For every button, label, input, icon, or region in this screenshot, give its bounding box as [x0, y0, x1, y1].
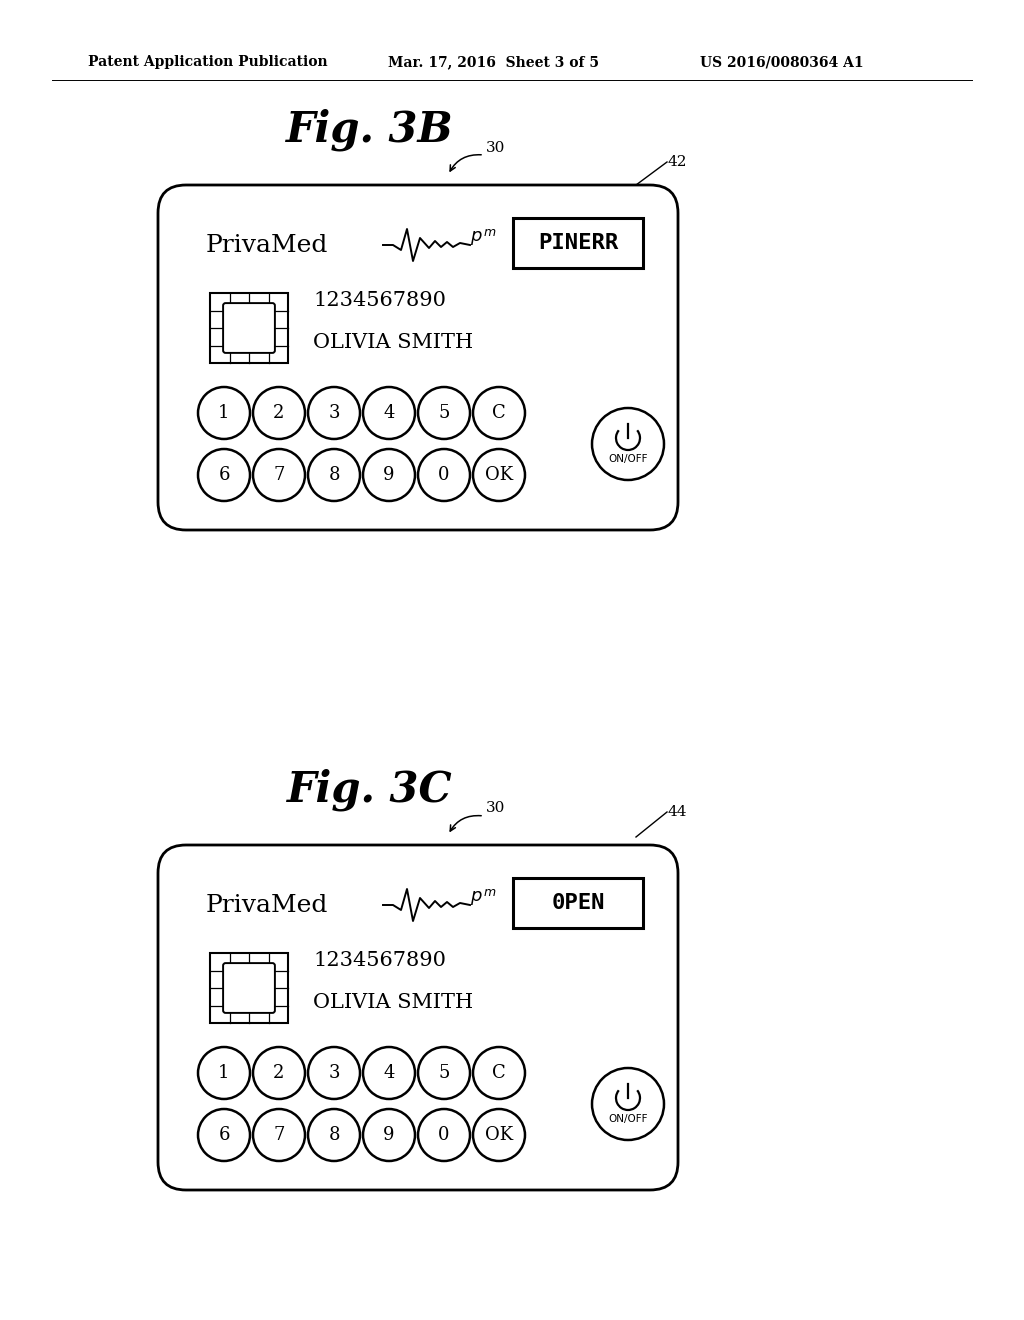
Circle shape: [308, 449, 360, 502]
Text: Patent Application Publication: Patent Application Publication: [88, 55, 328, 69]
Circle shape: [418, 1047, 470, 1100]
Circle shape: [473, 449, 525, 502]
Bar: [264, 322, 273, 334]
Text: 1: 1: [218, 1064, 229, 1082]
Text: Mar. 17, 2016  Sheet 3 of 5: Mar. 17, 2016 Sheet 3 of 5: [388, 55, 599, 69]
Circle shape: [473, 387, 525, 440]
Text: PrivaMed: PrivaMed: [206, 894, 329, 916]
Text: OLIVIA SMITH: OLIVIA SMITH: [313, 993, 473, 1011]
Circle shape: [308, 387, 360, 440]
Text: 7: 7: [273, 1126, 285, 1144]
Circle shape: [253, 449, 305, 502]
Circle shape: [592, 408, 664, 480]
Text: 44: 44: [668, 805, 687, 818]
Text: 3: 3: [329, 404, 340, 422]
Circle shape: [473, 1109, 525, 1162]
Circle shape: [362, 1047, 415, 1100]
Text: $\mathit{p}$: $\mathit{p}$: [470, 888, 482, 907]
Text: 4: 4: [383, 1064, 394, 1082]
Text: 8: 8: [329, 1126, 340, 1144]
Text: OK: OK: [485, 466, 513, 484]
Text: 0PEN: 0PEN: [551, 894, 605, 913]
Bar: [225, 982, 233, 994]
FancyBboxPatch shape: [158, 845, 678, 1191]
Text: OLIVIA SMITH: OLIVIA SMITH: [313, 333, 473, 351]
Text: 3: 3: [329, 1064, 340, 1082]
Text: 0: 0: [438, 466, 450, 484]
Text: Fig. 3C: Fig. 3C: [287, 768, 453, 812]
Circle shape: [308, 1047, 360, 1100]
Circle shape: [473, 1047, 525, 1100]
FancyBboxPatch shape: [223, 964, 274, 1012]
Text: 2: 2: [273, 1064, 285, 1082]
Text: $\mathit{m}$: $\mathit{m}$: [483, 887, 497, 899]
FancyBboxPatch shape: [223, 304, 274, 352]
Text: 1234567890: 1234567890: [313, 950, 446, 969]
Text: 30: 30: [486, 801, 506, 814]
Bar: [264, 982, 273, 994]
Text: 1: 1: [218, 404, 229, 422]
Bar: [513, 878, 643, 928]
Circle shape: [418, 449, 470, 502]
Text: 5: 5: [438, 1064, 450, 1082]
Bar: [210, 293, 288, 363]
Circle shape: [308, 1109, 360, 1162]
Text: PINERR: PINERR: [538, 234, 618, 253]
FancyBboxPatch shape: [158, 185, 678, 531]
Circle shape: [592, 1068, 664, 1140]
Circle shape: [418, 1109, 470, 1162]
Text: 9: 9: [383, 1126, 394, 1144]
Text: 5: 5: [438, 404, 450, 422]
Bar: [225, 322, 233, 334]
Circle shape: [253, 1109, 305, 1162]
Text: Fig. 3B: Fig. 3B: [286, 108, 454, 152]
Text: ON/OFF: ON/OFF: [608, 1114, 648, 1125]
Text: 9: 9: [383, 466, 394, 484]
Text: $\mathit{p}$: $\mathit{p}$: [470, 228, 482, 247]
Circle shape: [198, 1109, 250, 1162]
Text: ON/OFF: ON/OFF: [608, 454, 648, 465]
Text: 42: 42: [668, 154, 687, 169]
Text: OK: OK: [485, 1126, 513, 1144]
Text: 30: 30: [486, 141, 506, 154]
Text: 1234567890: 1234567890: [313, 290, 446, 309]
Circle shape: [418, 387, 470, 440]
Text: 0: 0: [438, 1126, 450, 1144]
Circle shape: [362, 1109, 415, 1162]
Text: 6: 6: [218, 1126, 229, 1144]
Circle shape: [362, 387, 415, 440]
Text: 6: 6: [218, 466, 229, 484]
Circle shape: [198, 449, 250, 502]
Text: C: C: [493, 404, 506, 422]
Text: US 2016/0080364 A1: US 2016/0080364 A1: [700, 55, 863, 69]
Text: 4: 4: [383, 404, 394, 422]
Circle shape: [253, 1047, 305, 1100]
Text: $\mathit{m}$: $\mathit{m}$: [483, 227, 497, 239]
Bar: [210, 953, 288, 1023]
Circle shape: [198, 387, 250, 440]
Bar: [513, 218, 643, 268]
Text: 2: 2: [273, 404, 285, 422]
Text: 8: 8: [329, 466, 340, 484]
Circle shape: [253, 387, 305, 440]
Text: 7: 7: [273, 466, 285, 484]
Circle shape: [198, 1047, 250, 1100]
Circle shape: [362, 449, 415, 502]
Text: C: C: [493, 1064, 506, 1082]
Text: PrivaMed: PrivaMed: [206, 234, 329, 256]
